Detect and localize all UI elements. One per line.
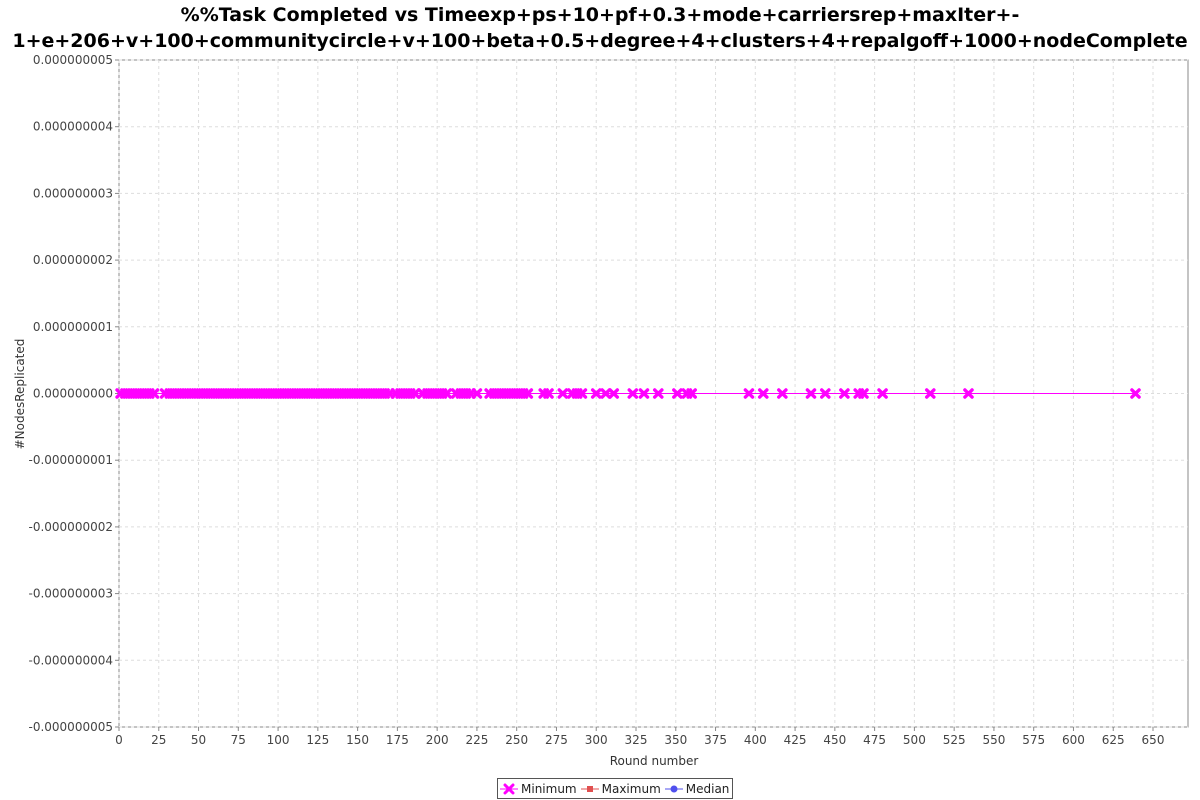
legend-label-median: Median xyxy=(685,781,730,796)
grid xyxy=(118,59,1188,728)
data-point xyxy=(820,388,831,399)
data-point xyxy=(441,388,452,399)
chart-title-line-2: 1+e+206+v+100+communitycircle+v+100+beta… xyxy=(12,30,1188,52)
data-point xyxy=(777,388,788,399)
y-tick-label: 0.000000000 xyxy=(33,387,113,401)
x-tick-label: 425 xyxy=(784,733,807,747)
data-point xyxy=(672,388,683,399)
y-tick-label: -0.000000001 xyxy=(29,453,114,467)
x-tick-label: 25 xyxy=(151,733,166,747)
data-point xyxy=(686,388,697,399)
legend-item-minimum: Minimum xyxy=(500,782,577,796)
data-point xyxy=(557,388,569,399)
data-point xyxy=(543,388,554,399)
data-point xyxy=(576,388,588,399)
y-tick-label: 0.000000005 xyxy=(33,53,113,67)
x-tick-label: 375 xyxy=(704,733,727,747)
x-tick-label: 450 xyxy=(823,733,846,747)
legend-label-maximum: Maximum xyxy=(601,781,661,796)
axes: 0 25 50 75 100 125 150 175 200 225 250 275 300 325 350… xyxy=(29,53,1165,747)
series xyxy=(115,388,1141,399)
data-point xyxy=(522,388,534,399)
data-point xyxy=(627,388,639,399)
x-tick-label: 50 xyxy=(191,733,206,747)
x-tick-label: 100 xyxy=(267,733,290,747)
data-point xyxy=(805,388,817,399)
legend: Minimum Maximum Median xyxy=(497,778,734,799)
data-point xyxy=(148,388,160,399)
y-tick-label: 0.000000001 xyxy=(33,320,113,334)
y-tick-label: 0.000000004 xyxy=(33,120,113,134)
x-tick-label: 525 xyxy=(943,733,966,747)
x-tick-label: 75 xyxy=(231,733,246,747)
x-tick-label: 175 xyxy=(386,733,409,747)
data-point xyxy=(963,388,974,399)
x-cross-marker-icon xyxy=(500,783,518,794)
chart-title-line-1: %%Task Completed vs Timeexp+ps+10+pf+0.3… xyxy=(180,4,1020,26)
x-tick-label: 200 xyxy=(426,733,449,747)
x-tick-label: 600 xyxy=(1062,733,1085,747)
x-tick-label: 250 xyxy=(505,733,528,747)
x-tick-label: 625 xyxy=(1102,733,1125,747)
square-marker-icon xyxy=(580,785,599,792)
x-tick-label: 0 xyxy=(115,733,123,747)
data-point xyxy=(858,388,869,399)
x-tick-label: 325 xyxy=(625,733,648,747)
legend-item-median: Median xyxy=(664,781,730,796)
data-point xyxy=(471,388,483,399)
data-point xyxy=(590,388,602,399)
legend-label-minimum: Minimum xyxy=(521,781,577,796)
data-point xyxy=(743,388,755,399)
chart-title: %%Task Completed vs Timeexp+ps+10+pf+0.3… xyxy=(0,2,1200,54)
x-axis-label: Round number xyxy=(610,754,699,768)
y-tick-label: -0.000000002 xyxy=(29,520,114,534)
x-tick-label: 550 xyxy=(982,733,1005,747)
data-point xyxy=(652,388,664,399)
x-tick-label: 575 xyxy=(1022,733,1045,747)
data-point xyxy=(600,388,612,399)
circle-marker-icon xyxy=(664,785,683,792)
y-tick-label: -0.000000004 xyxy=(29,653,114,667)
x-tick-label: 150 xyxy=(346,733,369,747)
legend-item-maximum: Maximum xyxy=(580,781,661,796)
x-tick-label: 475 xyxy=(863,733,886,747)
x-tick-label: 275 xyxy=(545,733,568,747)
x-tick-label: 350 xyxy=(664,733,687,747)
y-tick-label: -0.000000005 xyxy=(29,720,114,734)
x-tick-label: 650 xyxy=(1142,733,1165,747)
data-point xyxy=(638,388,650,399)
x-tick-label: 400 xyxy=(744,733,767,747)
data-point xyxy=(877,388,888,399)
x-tick-label: 300 xyxy=(585,733,608,747)
data-point xyxy=(924,388,936,399)
y-tick-label: -0.000000003 xyxy=(29,587,114,601)
y-tick-label: 0.000000003 xyxy=(33,186,113,200)
y-tick-label: 0.000000002 xyxy=(33,253,113,267)
x-tick-label: 225 xyxy=(465,733,488,747)
data-point xyxy=(409,388,421,399)
y-axis-label: #NodesReplicated xyxy=(13,339,27,450)
x-tick-label: 500 xyxy=(903,733,926,747)
x-tick-label: 125 xyxy=(306,733,329,747)
data-point xyxy=(608,388,620,399)
data-point xyxy=(1130,388,1141,399)
data-point xyxy=(839,388,850,399)
data-point xyxy=(757,388,769,399)
